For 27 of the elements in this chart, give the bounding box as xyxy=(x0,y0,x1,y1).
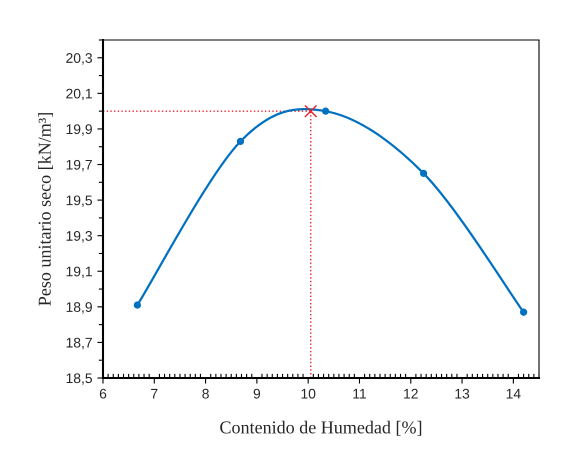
point xyxy=(420,170,428,178)
x-tick-label: 7 xyxy=(151,388,158,398)
y-tick-label: 19,7 xyxy=(66,160,92,172)
x-axis-title: Contenido de Humedad [%] xyxy=(220,420,422,436)
x-tick-label: 14 xyxy=(506,388,521,398)
x-tick-label: 9 xyxy=(254,388,260,399)
x-tick-label: 11 xyxy=(353,388,366,398)
point xyxy=(304,104,318,118)
x-tick-label: 13 xyxy=(455,388,470,399)
point xyxy=(520,308,528,316)
y-tick-label: 18,7 xyxy=(66,338,92,350)
y-tick-label: 19,1 xyxy=(66,266,92,278)
y-tick-label: 20,1 xyxy=(66,88,92,100)
x-tick-label: 6 xyxy=(100,388,106,399)
y-tick-label: 19,3 xyxy=(66,231,92,242)
point xyxy=(236,138,244,146)
x-tick-label: 8 xyxy=(202,388,209,399)
y-tick-label: 20,3 xyxy=(66,53,92,65)
x-tick-label: 12 xyxy=(404,388,418,398)
y-tick-label: 18,9 xyxy=(66,302,92,314)
y-tick-label: 18,5 xyxy=(66,373,92,385)
point xyxy=(322,108,330,115)
y-tick-label: 19,5 xyxy=(66,195,92,207)
point xyxy=(134,301,142,309)
x-tick-label: 10 xyxy=(302,388,316,399)
y-axis-title: Peso unitario seco [kN/m³] xyxy=(38,113,54,306)
y-tick-label: 19,9 xyxy=(66,124,92,136)
